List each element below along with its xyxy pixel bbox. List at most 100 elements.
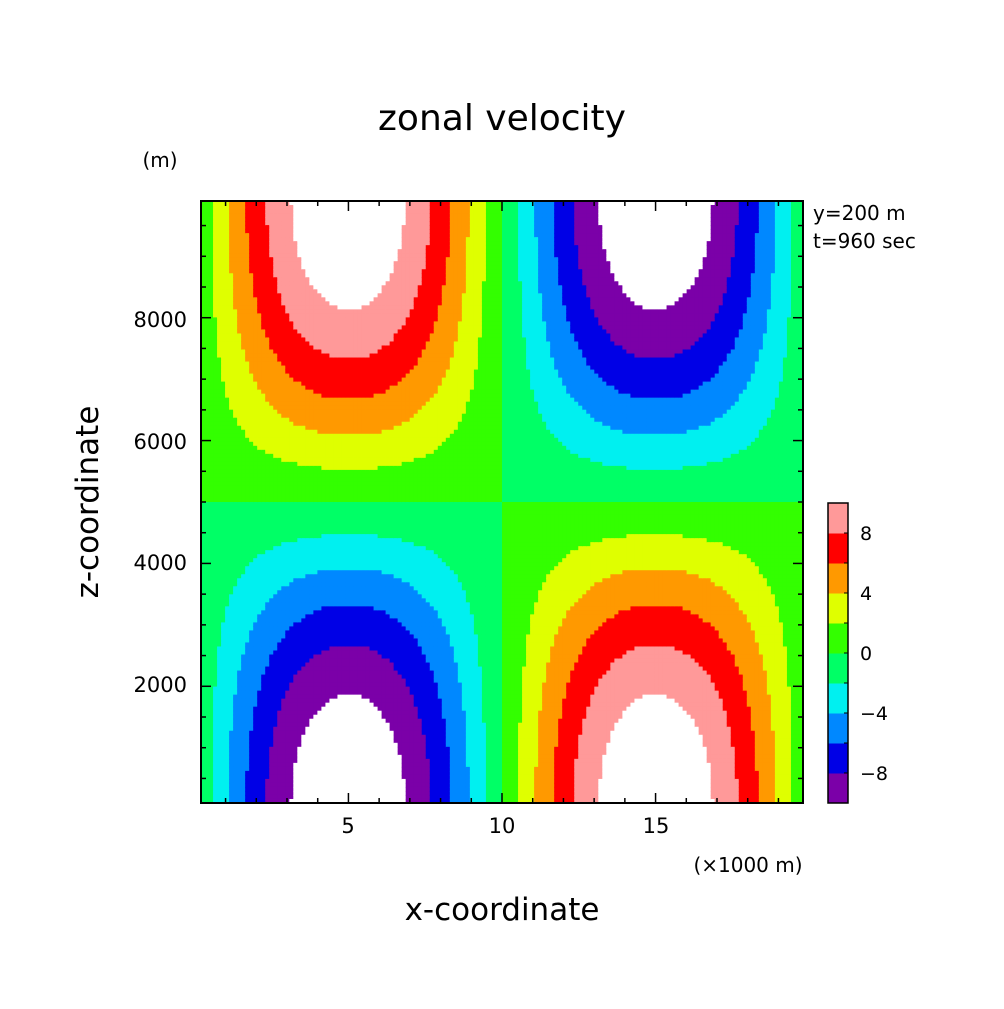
contour-cell	[321, 790, 327, 796]
contour-cell	[233, 586, 238, 591]
contour-cell	[225, 598, 230, 603]
contour-cell	[253, 754, 258, 760]
contour-cell	[217, 233, 222, 238]
contour-cell	[305, 550, 310, 555]
contour-cell	[281, 445, 286, 451]
contour-cell	[301, 397, 306, 403]
contour-cell	[293, 365, 298, 371]
contour-cell	[321, 578, 327, 583]
contour-cell	[233, 381, 238, 387]
contour-cell	[285, 221, 290, 226]
contour-cell	[249, 449, 254, 455]
contour-cell	[273, 790, 278, 796]
contour-cell	[261, 329, 266, 335]
contour-cell	[237, 365, 242, 371]
contour-cell	[213, 457, 218, 463]
contour-cell	[265, 622, 270, 628]
contour-cell	[269, 201, 274, 206]
contour-cell	[289, 574, 294, 579]
contour-cell	[285, 650, 290, 656]
contour-cell	[237, 714, 242, 720]
contour-cell	[233, 221, 238, 226]
contour-cell	[261, 485, 266, 491]
contour-cell	[233, 522, 238, 527]
contour-cell	[265, 682, 270, 688]
contour-cell	[277, 658, 282, 664]
contour-cell	[225, 361, 230, 367]
contour-cell	[313, 642, 318, 648]
contour-cell	[245, 586, 250, 591]
contour-cell	[233, 205, 238, 210]
contour-cell	[257, 329, 262, 335]
contour-cell	[297, 229, 302, 234]
contour-cell	[309, 602, 314, 607]
contour-cell	[269, 277, 274, 282]
contour-cell	[301, 481, 306, 487]
contour-cell	[257, 706, 262, 712]
contour-cell	[329, 409, 335, 415]
contour-cell	[321, 762, 327, 768]
contour-cell	[213, 646, 218, 652]
contour-cell	[329, 506, 335, 511]
contour-cell	[285, 393, 290, 399]
contour-cell	[237, 566, 242, 571]
contour-cell	[269, 698, 274, 704]
contour-cell	[229, 233, 234, 238]
contour-cell	[325, 762, 331, 768]
contour-cell	[289, 485, 294, 491]
contour-cell	[205, 566, 210, 571]
contour-cell	[225, 485, 230, 491]
contour-cell	[261, 506, 266, 511]
contour-cell	[269, 493, 274, 499]
contour-cell	[285, 610, 290, 615]
contour-cell	[329, 618, 335, 623]
contour-cell	[293, 526, 298, 531]
contour-cell	[213, 510, 218, 515]
contour-cell	[277, 225, 282, 230]
contour-cell	[201, 726, 206, 732]
contour-cell	[269, 526, 274, 531]
contour-cell	[309, 205, 314, 210]
contour-cell	[329, 337, 335, 343]
contour-cell	[213, 570, 218, 575]
contour-cell	[269, 786, 274, 792]
contour-cell	[245, 345, 250, 351]
contour-cell	[233, 265, 238, 270]
contour-cell	[217, 433, 222, 439]
contour-cell	[201, 265, 206, 270]
contour-cell	[201, 690, 206, 696]
contour-cell	[297, 602, 302, 607]
contour-cell	[201, 798, 206, 804]
contour-cell	[285, 437, 290, 443]
contour-cell	[261, 205, 266, 210]
contour-cell	[273, 654, 278, 660]
contour-cell	[265, 477, 270, 483]
contour-cell	[225, 385, 230, 391]
contour-cell	[325, 746, 331, 752]
contour-cell	[293, 285, 298, 290]
contour-cell	[261, 405, 266, 411]
contour-cell	[225, 706, 230, 712]
contour-cell	[297, 750, 302, 756]
contour-cell	[241, 329, 246, 335]
contour-cell	[221, 325, 226, 331]
contour-cell	[309, 493, 314, 499]
contour-cell	[265, 433, 270, 439]
contour-cell	[289, 570, 294, 575]
contour-cell	[249, 638, 254, 644]
contour-cell	[273, 305, 278, 310]
contour-cell	[205, 429, 210, 435]
contour-cell	[217, 690, 222, 696]
contour-cell	[293, 413, 298, 419]
contour-cell	[257, 510, 262, 515]
contour-cell	[289, 670, 294, 676]
contour-cell	[317, 441, 322, 447]
contour-cell	[241, 602, 246, 607]
contour-cell	[325, 710, 331, 716]
contour-cell	[261, 461, 266, 467]
contour-cell	[205, 790, 210, 796]
contour-cell	[241, 449, 246, 455]
contour-cell	[245, 734, 250, 740]
contour-cell	[329, 457, 335, 463]
contour-cell	[253, 333, 258, 339]
